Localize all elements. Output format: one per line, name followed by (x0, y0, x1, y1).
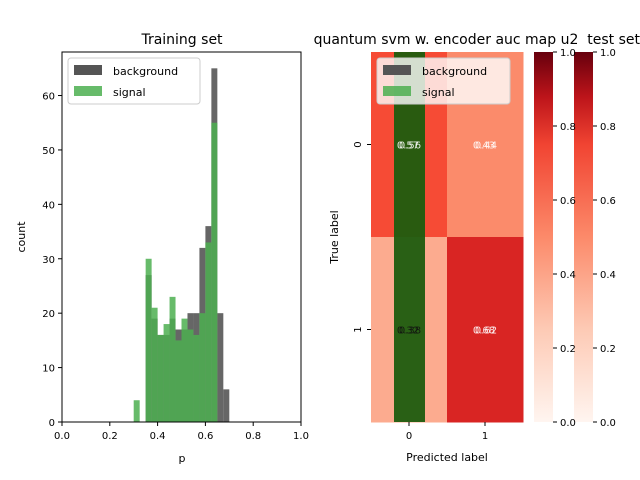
heatmap-x-tick-label: 0 (406, 431, 412, 442)
histogram-bar-signal (187, 329, 194, 422)
colorbar-tick-label: 1.0 (600, 48, 616, 59)
heatmap-legend: background signal (376, 57, 511, 105)
heatmap-y-tick-label: 1 (353, 326, 364, 332)
y-tick-label: 20 (42, 309, 55, 320)
legend-label-background: background (113, 65, 178, 78)
histogram-bar-signal (211, 122, 218, 422)
heatmap-values: 0.57 0.43 0.32 0.68 0.56 0.44 0.38 0.62 (397, 141, 497, 337)
heatmap-panel: 0.57 0.43 0.32 0.68 0.56 0.44 0.38 0.62 0 1 0 1 qu… (314, 32, 579, 464)
heatmap-cells (371, 52, 524, 423)
histogram-bar-background (217, 313, 224, 422)
colorbar-tick-label: 0.8 (560, 122, 576, 133)
y-tick-label: 10 (42, 364, 55, 375)
colorbar-tick-label: 1.0 (560, 48, 576, 59)
histogram-y-ticks: 0 10 20 30 40 50 60 (42, 92, 62, 429)
histogram-bar-signal (169, 296, 176, 422)
x-tick-label: 0.8 (245, 431, 261, 442)
heatmap-value: 0.43 (473, 141, 495, 152)
histogram-bar-signal (163, 324, 170, 422)
histogram-bar-signal (157, 334, 164, 422)
colorbar-tick-label: 0.0 (600, 418, 616, 429)
heatmap-x-tick-label: 1 (482, 431, 488, 442)
heatmap-value: 0.57 (397, 141, 419, 152)
heatmap-value: 0.32 (397, 326, 419, 337)
colorbar-2 (574, 52, 593, 422)
heatmap-legend-label-background: background (422, 65, 487, 78)
histogram-bars (133, 68, 230, 422)
heatmap-cell (447, 237, 524, 423)
colorbar-tick-label: 0.0 (560, 418, 576, 429)
heatmap-y-label: True label (328, 210, 341, 264)
histogram-bar-signal (199, 313, 206, 422)
x-tick-label: 0.6 (197, 431, 213, 442)
histogram-bar-signal (205, 242, 212, 422)
heatmap-legend-swatch-background (383, 65, 411, 75)
heatmap-value: 0.68 (473, 326, 495, 337)
histogram-frame (61, 51, 302, 423)
y-tick-label: 0 (49, 418, 55, 429)
heatmap-value: 0.38 (399, 326, 421, 337)
histogram-panel: 0.0 0.2 0.4 0.6 0.8 1.0 0 10 20 30 40 50 60 Trainin… (15, 32, 309, 465)
histogram-bar-signal (193, 334, 200, 422)
colorbar-tick-label: 0.2 (560, 344, 576, 355)
x-tick-label: 1.0 (293, 431, 309, 442)
x-tick-label: 0.0 (54, 431, 70, 442)
histogram-title: Training set (140, 32, 223, 48)
y-tick-label: 60 (42, 92, 55, 103)
histogram-bar-signal (133, 400, 140, 422)
histogram-bar-background (223, 389, 230, 422)
right-title: test set (587, 32, 640, 48)
heatmap-value: 0.44 (475, 141, 497, 152)
histogram-y-label: count (15, 221, 28, 253)
heatmap-title: quantum svm w. encoder auc map u2 (314, 32, 579, 48)
colorbars: 0.0 0.2 0.4 0.6 0.8 1.0 0.0 0.2 0.4 0.6 0.8 1.0 tes… (534, 32, 640, 429)
heatmap-y-tick-label: 0 (353, 141, 364, 147)
colorbar-tick-label: 0.4 (600, 270, 616, 281)
y-tick-label: 40 (42, 200, 55, 211)
heatmap-x-label: Predicted label (406, 451, 488, 464)
histogram-bar-signal (181, 318, 188, 422)
colorbar-1 (534, 52, 553, 422)
colorbar-tick-label: 0.2 (600, 344, 616, 355)
heatmap-value: 0.62 (475, 326, 497, 337)
y-tick-label: 30 (42, 255, 55, 266)
x-tick-label: 0.4 (150, 431, 166, 442)
heatmap-legend-label-signal: signal (422, 86, 455, 99)
y-tick-label: 50 (42, 146, 55, 157)
heatmap-overlay-band (394, 52, 425, 422)
colorbar-tick-label: 0.8 (600, 122, 616, 133)
histogram-x-label: p (179, 452, 186, 465)
x-tick-label: 0.2 (102, 431, 118, 442)
histogram-legend: background signal (67, 57, 201, 105)
legend-swatch-background (74, 65, 102, 75)
colorbar-tick-label: 0.6 (560, 196, 576, 207)
heatmap-legend-swatch-signal (383, 86, 411, 96)
histogram-bar-signal (151, 307, 158, 422)
heatmap-value: 0.56 (399, 141, 421, 152)
heatmap-ticks: 0 1 0 1 (353, 141, 488, 442)
colorbar-ticks: 0.0 0.2 0.4 0.6 0.8 1.0 0.0 0.2 0.4 0.6 0.8 1.0 (553, 48, 616, 429)
legend-swatch-signal (74, 86, 102, 96)
colorbar-tick-label: 0.4 (560, 270, 576, 281)
colorbar-tick-label: 0.6 (600, 196, 616, 207)
histogram-x-ticks: 0.0 0.2 0.4 0.6 0.8 1.0 (54, 422, 309, 442)
histogram-bar-signal (145, 258, 152, 422)
histogram-bar-signal (175, 340, 182, 422)
legend-label-signal: signal (113, 86, 146, 99)
